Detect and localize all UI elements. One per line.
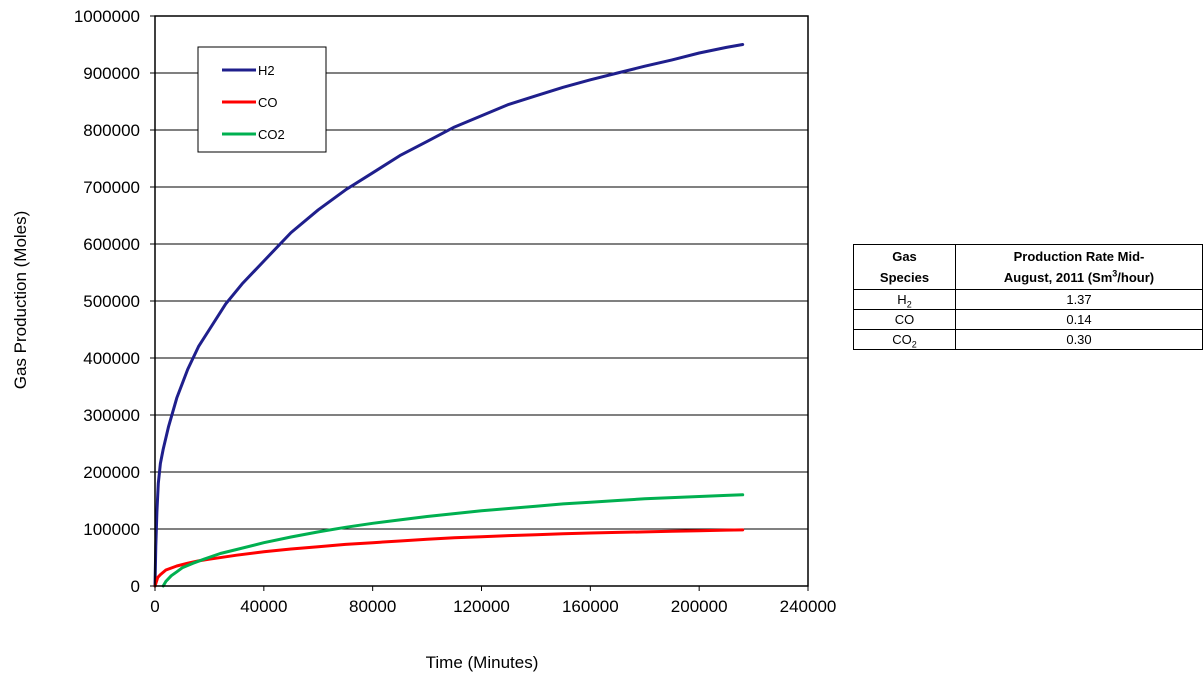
legend-box: [197, 46, 327, 153]
y-tick-label: 800000: [83, 121, 140, 140]
species-base: CO: [892, 332, 912, 347]
series-line-h2: [153, 43, 745, 588]
production-rate-table: Gas Species Production Rate Mid- August,…: [853, 244, 1203, 350]
header-rate-line2-post: /hour): [1117, 270, 1155, 285]
table-header-row: Gas Species Production Rate Mid- August,…: [853, 244, 1203, 290]
y-axis-tick-labels: 0 100000 200000 300000 400000 500000 600000 700…: [74, 7, 140, 596]
y-tick-label: 200000: [83, 463, 140, 482]
x-tick-label: 200000: [671, 597, 728, 616]
cell-species: CO: [853, 309, 956, 330]
table-row: H2 1.37: [853, 289, 1203, 310]
series-line-co2: [161, 493, 745, 588]
legend-label-co: CO: [258, 95, 278, 110]
cell-species: H2: [853, 289, 956, 310]
header-rate-line2-pre: August, 2011 (Sm: [1003, 270, 1113, 285]
header-production-rate: Production Rate Mid- August, 2011 (Sm3/h…: [955, 244, 1203, 290]
series-lines: [153, 43, 745, 588]
species-base: H: [897, 292, 907, 307]
x-tick-label: 160000: [562, 597, 619, 616]
x-tick-label: 0: [150, 597, 159, 616]
y-tick-label: 700000: [83, 178, 140, 197]
y-tick-label: 100000: [83, 520, 140, 539]
cell-rate: 0.30: [955, 329, 1203, 350]
header-rate-unit-superscript: 3: [1112, 268, 1118, 279]
header-species-line1: Gas: [892, 249, 917, 264]
species-subscript: 2: [906, 299, 912, 310]
grid-lines: [155, 72, 808, 530]
x-tick-label: 40000: [240, 597, 287, 616]
y-tick-label: 0: [131, 577, 140, 596]
x-axis-title: Time (Minutes): [426, 653, 539, 672]
y-tick-label: 1000000: [74, 7, 140, 26]
series-line-co: [153, 528, 745, 588]
x-tick-label: 80000: [349, 597, 396, 616]
y-axis-title: Gas Production (Moles): [11, 211, 30, 390]
axis-ticks: [150, 15, 809, 591]
header-species-line2: Species: [879, 270, 930, 285]
cell-rate: 0.14: [955, 309, 1203, 330]
y-tick-label: 900000: [83, 64, 140, 83]
cell-species: CO2: [853, 329, 956, 350]
species-subscript: 2: [911, 339, 917, 350]
y-tick-label: 500000: [83, 292, 140, 311]
x-tick-label: 120000: [453, 597, 510, 616]
x-axis-tick-labels: 0 40000 80000 120000 160000 200000 240000: [150, 597, 836, 616]
legend: H2 CO CO2: [197, 46, 327, 153]
table-row: CO 0.14: [853, 309, 1203, 330]
table-row: CO2 0.30: [853, 329, 1203, 350]
y-tick-label: 300000: [83, 406, 140, 425]
header-rate-line2: August, 2011 (Sm3/hour): [956, 267, 1202, 288]
gas-production-chart: 0100000200000300000400000500000600000700…: [11, 7, 836, 672]
x-tick-label: 240000: [780, 597, 837, 616]
legend-label-co2: CO2: [258, 127, 285, 142]
header-rate-line1: Production Rate Mid-: [1013, 249, 1145, 264]
species-base: CO: [894, 312, 915, 327]
y-tick-label: 600000: [83, 235, 140, 254]
header-gas-species: Gas Species: [853, 244, 956, 290]
legend-label-h2: H2: [258, 63, 275, 78]
cell-rate: 1.37: [955, 289, 1203, 310]
y-tick-label: 400000: [83, 349, 140, 368]
